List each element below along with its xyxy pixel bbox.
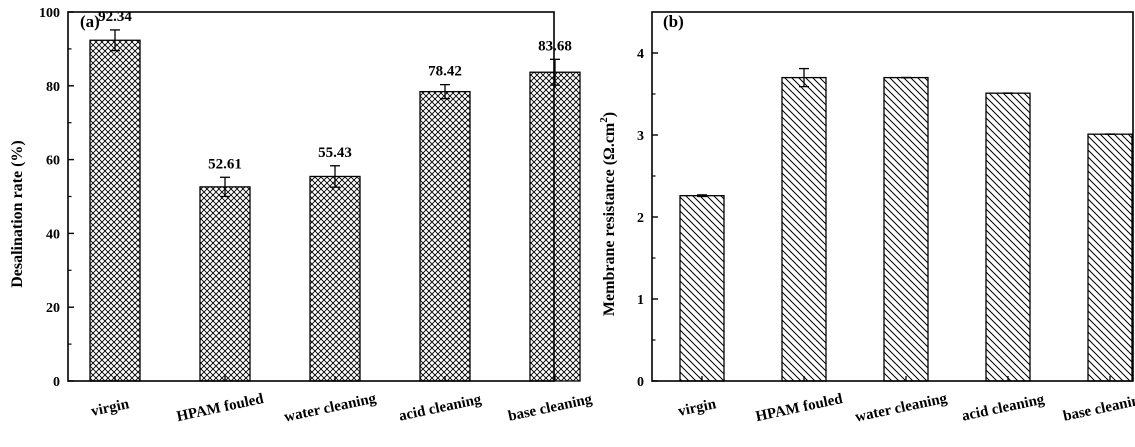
panel-a-x-tick-label: HPAM fouled xyxy=(175,391,265,425)
panel-b-y-tick-label: 4 xyxy=(637,47,644,62)
panel-a-bar xyxy=(529,71,581,382)
panel-a-y-tick-label: 100 xyxy=(39,6,60,21)
panel-b-y-tick-label: 1 xyxy=(637,293,644,308)
panel-a-y-tick-label: 80 xyxy=(46,80,60,95)
panel-b-bar xyxy=(883,76,929,382)
panel-a-x-tick-label: water cleaning xyxy=(283,390,378,425)
panel-b-x-tick-label: virgin xyxy=(677,396,718,420)
panel-a-y-axis-title: Desalination rate (%) xyxy=(9,140,26,288)
panel-a-y-tick-label: 40 xyxy=(46,227,60,242)
panel-b-y-axis-title-close: ) xyxy=(601,112,618,117)
panel-a-x-tick-label: virgin xyxy=(90,396,131,420)
panel-b-bar xyxy=(679,195,725,382)
panel-b-bar xyxy=(781,76,827,382)
panel-a-error-bars xyxy=(110,29,560,198)
panel-b-error-bars xyxy=(697,67,1115,198)
panel-b-y-tick-label: 0 xyxy=(637,375,644,390)
panel-a-x-tick-label: base cleaning xyxy=(507,391,594,425)
panel-b-y-tick-label: 3 xyxy=(637,129,644,144)
panel-a-frame xyxy=(67,11,555,382)
panel-b-bar xyxy=(985,92,1031,382)
panel-a-bar xyxy=(309,175,361,382)
panel-b-y-ticks: 0 1 2 3 4 xyxy=(637,47,658,390)
panel-b-x-tick-label: water cleaning xyxy=(854,390,949,425)
panel-b-x-tick-label: HPAM fouled xyxy=(754,391,844,425)
panel-b-x-tick-labels: virgin HPAM fouled water cleaning acid clea… xyxy=(677,376,1135,426)
panel-a-bar xyxy=(89,39,141,382)
panel-b-x-tick-label: acid cleaning xyxy=(961,391,1047,424)
panel-b-label: (b) xyxy=(663,12,684,31)
panel-a-data-labels: 92.34 52.61 55.43 78.42 83.68 xyxy=(98,9,572,172)
panel-b-x-tick-label: base cleaning xyxy=(1062,391,1135,425)
panel-a-x-tick-label: acid cleaning xyxy=(398,391,484,424)
panel-a-data-label: 78.42 xyxy=(428,64,462,80)
panel-b-y-tick-label: 2 xyxy=(637,211,644,226)
panel-a-bar xyxy=(199,186,251,382)
panel-b-frame xyxy=(651,11,1134,382)
panel-b-bar xyxy=(1087,133,1133,382)
panel-a-label: (a) xyxy=(80,12,100,31)
panel-a-x-tick-labels: virgin HPAM fouled water cleaning acid clea… xyxy=(90,376,594,426)
panel-a-bar xyxy=(419,90,471,382)
panel-a-y-tick-label: 0 xyxy=(53,375,60,390)
panel-a-data-label: 92.34 xyxy=(98,9,132,25)
panel-b-y-axis-title-main: Membrane resistance (Ω.cm xyxy=(601,122,618,316)
panel-b-bars xyxy=(679,76,1133,382)
panel-a-bars xyxy=(89,39,581,382)
panel-b-y-axis-title: Membrane resistance (Ω.cm2) xyxy=(598,112,618,316)
panel-a-data-label: 52.61 xyxy=(208,156,242,172)
panel-a-y-tick-label: 60 xyxy=(46,154,60,169)
panel-b-y-axis-title-sup: 2 xyxy=(598,117,610,123)
panel-a: (a) Desalination rate (%) 0 20 40 60 80 100 9… xyxy=(9,6,594,426)
panel-a-data-label: 55.43 xyxy=(318,145,352,161)
panel-a-data-label: 83.68 xyxy=(538,38,572,54)
panel-a-y-tick-label: 20 xyxy=(46,301,60,316)
